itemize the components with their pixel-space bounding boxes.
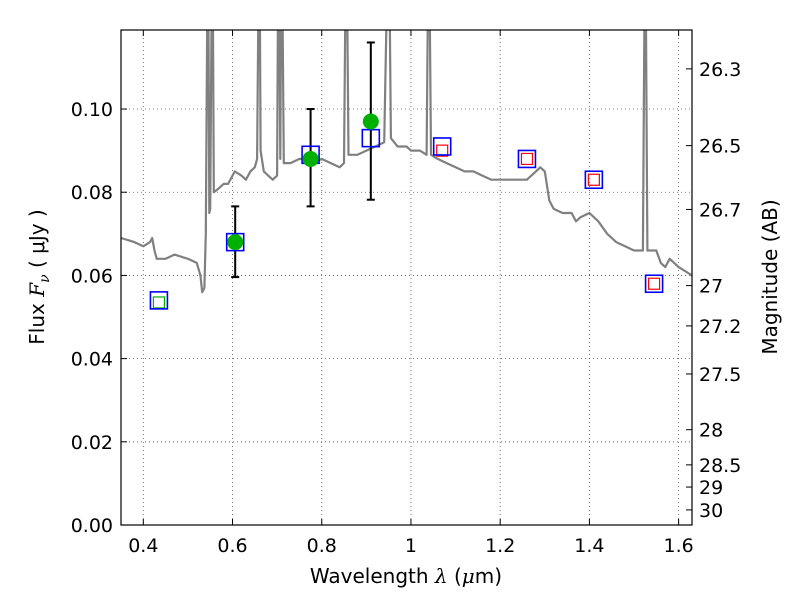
y2-tick-label: 26.7 [699, 199, 741, 221]
x-tick-label: 1 [405, 535, 417, 557]
model-spectrum [121, 30, 692, 294]
y2-tick-label: 28 [699, 420, 723, 442]
predicted-marker [520, 152, 534, 166]
model-band-marker [432, 137, 452, 156]
y-tick-label: 0.00 [71, 515, 113, 537]
model-spectrum-line [121, 30, 692, 294]
observed-point [362, 113, 379, 130]
x-tick-label: 1.4 [574, 535, 604, 557]
y-axis-title: Flux Fν ( μJy ) [25, 209, 53, 344]
grid-lines [121, 30, 692, 526]
y-tick-label: 0.04 [71, 349, 113, 371]
y2-tick-label: 26.3 [699, 59, 741, 81]
x-tick-label: 0.8 [307, 535, 337, 557]
y2-tick-label: 27.2 [699, 316, 741, 338]
y-tick-label: 0.06 [71, 265, 113, 287]
model-band-marker [584, 170, 604, 190]
y-tick-label: 0.08 [71, 182, 113, 204]
predicted-marker [587, 173, 600, 186]
predicted-marker [436, 144, 449, 157]
x-tick-label: 0.6 [217, 535, 247, 557]
upper-limit-marker [152, 296, 166, 309]
plot-frame [120, 29, 693, 526]
y-tick-label: 0.02 [71, 432, 113, 454]
x-tick-label: 0.4 [128, 535, 158, 557]
y2-tick-label: 27 [699, 276, 723, 298]
x-tick-label: 1.2 [485, 535, 515, 557]
model-band-marker [361, 128, 381, 148]
y-tick-label: 0.10 [71, 99, 113, 121]
y2-tick-label: 27.5 [699, 364, 741, 386]
model-band-marker [517, 149, 537, 169]
y2-tick-label: 30 [699, 500, 723, 522]
predicted-marker [647, 277, 661, 290]
y2-tick-label: 28.5 [699, 455, 741, 477]
x-tick-label: 1.6 [664, 535, 694, 557]
model-band-marker [644, 274, 664, 294]
observed-point [302, 150, 319, 167]
observed-point [227, 234, 244, 251]
x-axis-title: Wavelength λ (μm) [310, 564, 502, 588]
model-band-marker [149, 291, 169, 310]
y2-axis-title: Magnitude (AB) [758, 199, 782, 354]
data-markers [149, 113, 664, 310]
model-band-marker [225, 232, 245, 252]
y2-tick-label: 29 [699, 477, 723, 499]
y-axis-ticks: 0.00 0.02 0.04 0.06 0.08 0.10 [71, 99, 127, 537]
y2-tick-label: 26.5 [699, 136, 741, 158]
x-axis-ticks: 0.4 0.6 0.8 1 1.2 1.4 1.6 [128, 30, 694, 557]
